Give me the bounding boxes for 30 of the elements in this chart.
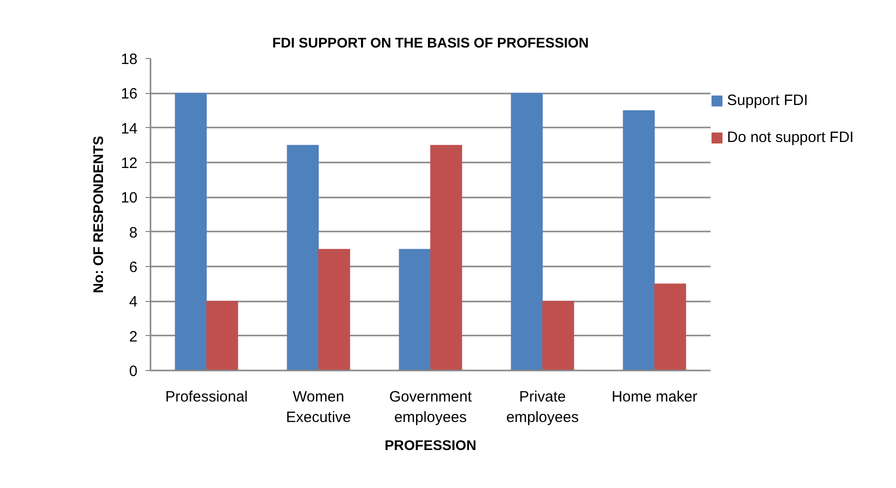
bar bbox=[430, 144, 462, 370]
bar bbox=[286, 144, 319, 370]
bar bbox=[542, 300, 574, 370]
y-tick-label: 16 bbox=[120, 86, 138, 103]
x-tick-label: Professional bbox=[165, 388, 248, 406]
legend-label: Do not support FDI bbox=[727, 129, 854, 146]
legend-label: Support FDI bbox=[727, 92, 808, 109]
bar bbox=[318, 248, 350, 370]
y-tick-label: 18 bbox=[120, 51, 138, 68]
y-tick-label: 12 bbox=[120, 155, 138, 172]
y-tick-label: 14 bbox=[120, 120, 138, 138]
chart-title: FDI SUPPORT ON THE BASIS OF PROFESSION bbox=[272, 34, 589, 50]
bar bbox=[510, 92, 543, 370]
y-tick-label: 6 bbox=[129, 259, 138, 276]
y-tick-label: 4 bbox=[129, 294, 138, 311]
x-tick-label: Home maker bbox=[612, 388, 698, 406]
bar bbox=[398, 248, 431, 370]
bar bbox=[206, 300, 238, 370]
x-axis-title: PROFESSION bbox=[384, 436, 476, 453]
bar bbox=[654, 284, 686, 370]
x-tick-label: Women Executive bbox=[286, 388, 352, 426]
y-axis-title: No: OF RESPONDENTS bbox=[90, 136, 106, 294]
y-tick-label: 2 bbox=[129, 328, 138, 346]
x-tick-label: Private employees bbox=[506, 388, 579, 426]
x-tick-label: Government employees bbox=[389, 388, 473, 426]
y-tick-label: 8 bbox=[129, 224, 138, 242]
y-tick-label: 10 bbox=[120, 190, 138, 207]
bar bbox=[622, 110, 655, 370]
bar bbox=[174, 92, 207, 370]
y-tick-label: 0 bbox=[129, 363, 138, 380]
